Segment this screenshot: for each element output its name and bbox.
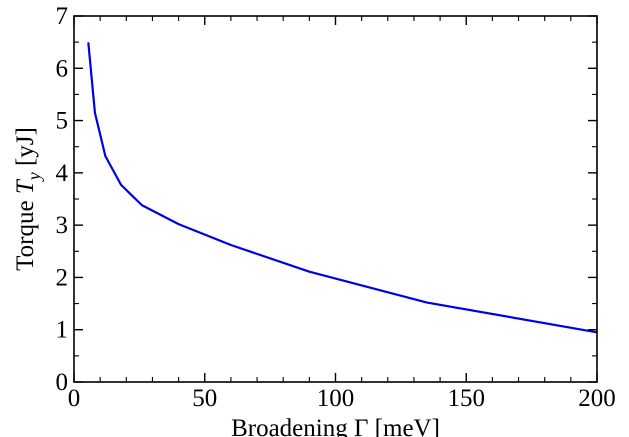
series-layer [87, 42, 597, 334]
x-tick-label-1: 50 [192, 385, 217, 412]
y-tick-label-0: 0 [56, 369, 69, 396]
y-tick-label-7: 7 [56, 3, 69, 30]
y-tick-label-5: 5 [56, 108, 69, 135]
y-tick-label-6: 6 [56, 55, 69, 82]
y-tick-label-4: 4 [56, 160, 69, 187]
x-axis-title: Broadening Γ [meV] [231, 415, 440, 437]
y-tick-label-1: 1 [56, 317, 69, 344]
x-tick-label-3: 150 [448, 385, 486, 412]
plot-frame [73, 15, 598, 383]
y-axis-title-symbol: T [12, 178, 39, 194]
x-tick-label-4: 200 [578, 385, 616, 412]
y-axis-title-prefix: Torque [12, 194, 39, 271]
tick-labels-layer: 0 50 100 150 200 0 1 2 3 4 5 6 7 [56, 3, 616, 412]
x-tick-label-2: 100 [317, 385, 355, 412]
x-tick-label-0: 0 [68, 385, 81, 412]
y-tick-label-3: 3 [56, 212, 69, 239]
ticks-layer [73, 15, 598, 383]
series-line-0 [87, 42, 597, 334]
y-axis-title-suffix: [yJ] [12, 127, 39, 172]
y-axis-title: Torque Ty [yJ] [12, 127, 44, 271]
y-axis-title-subscript: y [24, 172, 44, 182]
y-tick-label-2: 2 [56, 264, 69, 291]
